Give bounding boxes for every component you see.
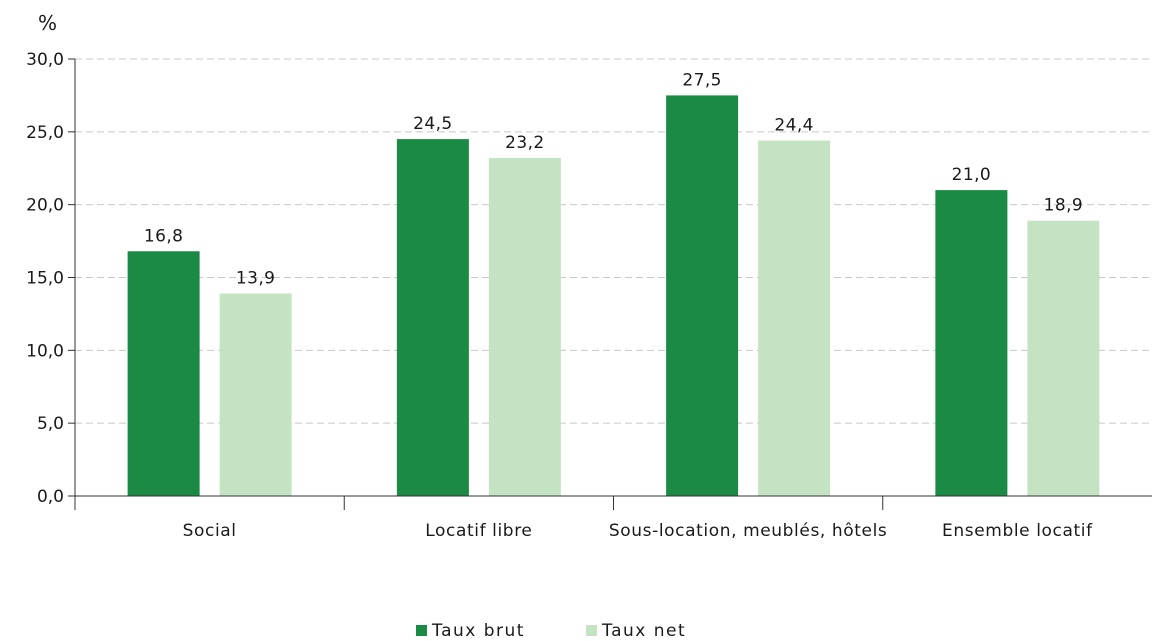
- bar: [1027, 220, 1100, 496]
- y-axis-ticks: 0,0 5,0 10,0 15,0 20,0 25,0 30,0: [26, 50, 75, 507]
- bars: [127, 95, 1100, 497]
- data-label: 13,9: [236, 269, 275, 289]
- bar: [219, 293, 292, 496]
- bar: [666, 95, 739, 497]
- x-axis: Social Locatif libre Sous-location, meublé…: [68, 59, 1152, 541]
- x-category-label: Social: [183, 521, 237, 541]
- data-label: 21,0: [952, 165, 991, 185]
- data-label: 24,5: [413, 114, 452, 134]
- y-tick-label: 30,0: [26, 50, 64, 70]
- y-tick-label: 25,0: [26, 123, 64, 143]
- y-tick-label: 20,0: [26, 196, 64, 216]
- legend-swatch: [586, 625, 597, 636]
- x-category-label: Locatif libre: [425, 521, 532, 541]
- data-label: 16,8: [144, 226, 183, 246]
- data-label: 27,5: [682, 70, 721, 90]
- bar: [396, 139, 469, 496]
- x-category-label: Ensemble locatif: [942, 521, 1093, 541]
- y-tick-label: 10,0: [26, 341, 64, 361]
- data-label: 24,4: [774, 116, 813, 136]
- y-tick-label: 0,0: [37, 487, 64, 507]
- legend-label: Taux brut: [431, 621, 525, 641]
- data-label: 18,9: [1044, 196, 1083, 216]
- y-tick-label: 5,0: [37, 414, 64, 434]
- bar: [758, 140, 831, 496]
- legend: Taux brut Taux net: [416, 621, 686, 641]
- y-tick-label: 15,0: [26, 269, 64, 289]
- legend-swatch: [416, 625, 427, 636]
- y-axis-unit-label: %: [38, 11, 57, 35]
- bar: [488, 158, 561, 496]
- x-category-label: Sous-location, meublés, hôtels: [609, 521, 888, 541]
- legend-label: Taux net: [601, 621, 686, 641]
- data-labels: 16,8 13,9 24,5 23,2 27,5 24,4 21,0 18,9: [144, 70, 1083, 288]
- bar: [127, 251, 200, 496]
- data-label: 23,2: [505, 133, 544, 153]
- bar: [935, 190, 1008, 496]
